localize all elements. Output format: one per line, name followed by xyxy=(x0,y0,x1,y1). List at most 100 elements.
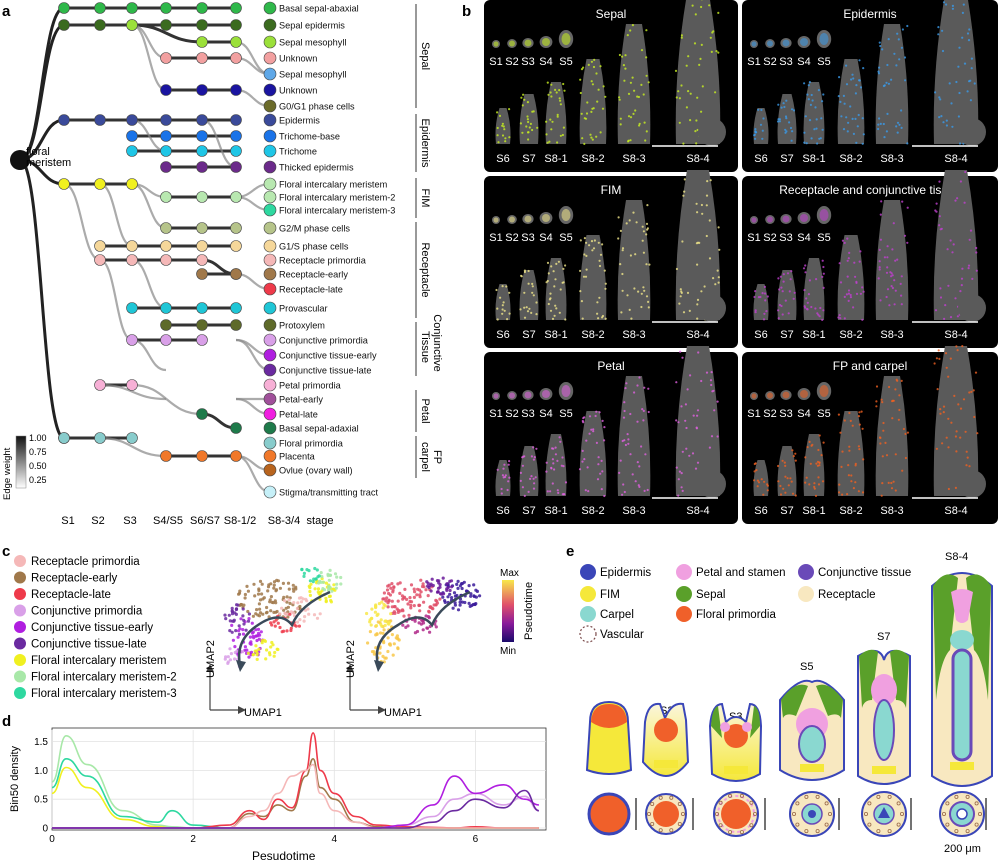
specimen-dot xyxy=(810,444,813,447)
specimen-dot xyxy=(803,305,806,308)
specimen-dot xyxy=(961,36,964,39)
specimen-highlight xyxy=(782,215,790,223)
specimen-dot xyxy=(599,131,602,134)
vascular-dot xyxy=(677,822,682,827)
specimen-dot xyxy=(899,282,902,285)
specimen-highlight xyxy=(561,209,571,221)
specimen-dot xyxy=(878,248,881,251)
umap-point xyxy=(375,632,379,637)
specimen-dot xyxy=(787,484,790,487)
specimen-dot xyxy=(754,131,757,134)
umap-point xyxy=(247,612,251,616)
specimen-dot xyxy=(623,409,626,413)
specimen-dot xyxy=(545,461,548,464)
terminal-node xyxy=(263,421,277,435)
specimen-dot xyxy=(527,269,530,273)
umap-point xyxy=(435,579,440,583)
specimen-dot xyxy=(564,481,568,484)
umap2-label-left: UMAP2 xyxy=(205,640,217,678)
specimen-dot xyxy=(507,463,510,466)
specimen-dot xyxy=(838,76,841,79)
specimen-dot xyxy=(599,65,602,68)
specimen-dot xyxy=(591,83,595,86)
umap-point xyxy=(257,637,261,641)
lineage-node xyxy=(230,319,242,331)
specimen-dot xyxy=(970,57,974,60)
specimen-dot xyxy=(521,456,524,459)
legend-swatch xyxy=(676,606,692,622)
specimen-dot xyxy=(700,43,703,47)
scale-bar-label: 200 μm xyxy=(944,843,981,855)
umap-point xyxy=(280,606,284,610)
umap-point xyxy=(307,612,311,616)
umap-celltype xyxy=(223,566,343,672)
specimen-dot xyxy=(966,456,969,459)
specimen-dot xyxy=(944,304,947,307)
umap-point xyxy=(305,568,309,572)
specimen-dot xyxy=(642,93,645,96)
specimen-dot xyxy=(578,468,582,471)
specimen-dot xyxy=(501,474,504,477)
umap-point xyxy=(334,586,338,590)
specimen-dot xyxy=(854,481,857,484)
specimen-dot xyxy=(763,480,766,483)
umap-point xyxy=(395,607,399,611)
specimen-dot xyxy=(498,114,502,117)
vascular-dot xyxy=(728,793,733,798)
stage-tag: S8-2 xyxy=(839,153,862,165)
edge-weight-legend: Edge weight 1.00 0.75 0.50 0.25 xyxy=(2,433,47,500)
specimen-dot xyxy=(628,308,631,311)
specimen-dot xyxy=(897,38,900,41)
specimen-dot xyxy=(546,141,549,144)
specimen-dot xyxy=(559,440,562,443)
terminal-node xyxy=(263,436,277,450)
umap-point xyxy=(303,608,308,612)
specimen-dot xyxy=(821,275,824,278)
umap-point xyxy=(415,593,419,597)
umap-point xyxy=(256,627,261,632)
specimen-dot xyxy=(854,275,857,278)
cell-type-label: Conjunctive tissue-early xyxy=(279,351,377,361)
umap-point xyxy=(233,650,237,655)
specimen-dot xyxy=(906,206,909,209)
specimen-dot xyxy=(898,58,901,61)
specimen-dot xyxy=(952,243,955,246)
specimen-dot xyxy=(860,410,863,413)
specimen-dot xyxy=(530,455,534,458)
umap-point xyxy=(298,618,302,622)
umap-point xyxy=(324,581,328,585)
vascular-dot xyxy=(681,812,686,817)
specimen-dot xyxy=(688,309,691,312)
specimen-dot xyxy=(582,66,585,69)
specimen-dot xyxy=(592,428,595,431)
vascular-dot xyxy=(728,830,733,835)
specimen-large xyxy=(617,376,651,496)
specimen-dot xyxy=(938,116,941,119)
specimen-dot xyxy=(955,450,958,453)
specimen-dot xyxy=(766,489,769,492)
stage-tag: S5 xyxy=(817,232,830,244)
specimen-dot xyxy=(529,122,533,125)
specimen-dot xyxy=(705,194,709,197)
umap-point xyxy=(254,628,258,632)
umap-point xyxy=(458,603,462,607)
group-label: Receptacle xyxy=(419,242,431,297)
specimen-dot xyxy=(894,259,897,262)
umap-point xyxy=(385,588,390,592)
specimen-highlight xyxy=(751,41,757,47)
specimen-dot xyxy=(957,403,960,406)
specimen-dot xyxy=(633,287,636,290)
vascular-dot xyxy=(718,823,723,828)
specimen-highlight xyxy=(542,38,550,46)
branch-edge xyxy=(131,23,203,44)
umap-point xyxy=(418,595,422,599)
umap-point xyxy=(412,604,416,608)
cell-type-label: Trichome xyxy=(279,147,317,157)
umap-point xyxy=(294,587,298,591)
specimen-dot xyxy=(820,454,823,457)
vascular-dot xyxy=(715,812,720,817)
specimen-dot xyxy=(531,285,534,288)
specimen-dot xyxy=(875,405,878,408)
specimen-dot xyxy=(862,133,865,136)
